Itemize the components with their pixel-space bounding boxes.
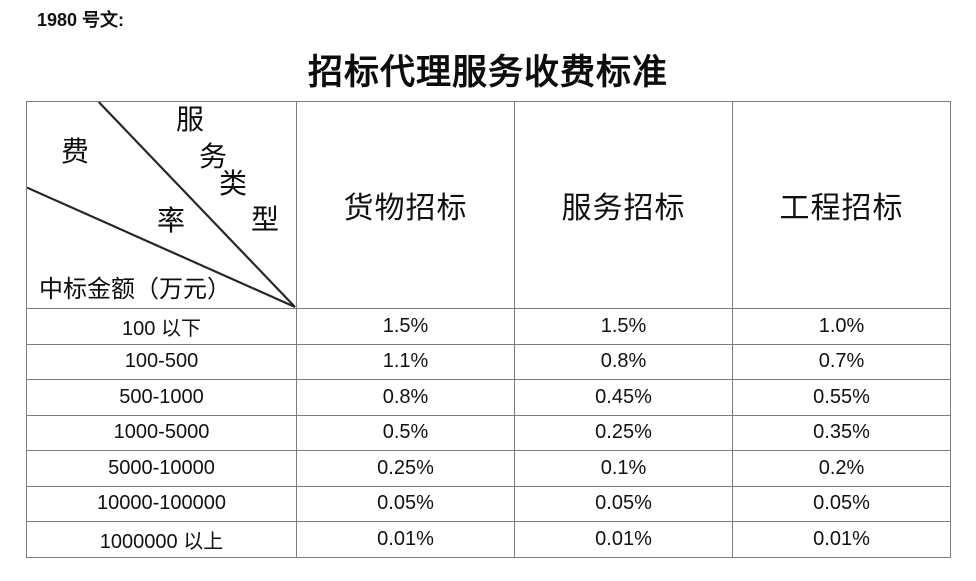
amount-range: 1000-5000 [26,414,297,451]
diagonal-corner-cell: 服 费 务 类 率 型 中标金额（万元） [26,101,297,309]
service-rate: 0.8% [514,343,733,380]
goods-rate: 1.5% [296,308,515,345]
engineering-rate: 0.2% [732,450,951,487]
service-rate: 0.01% [514,521,733,558]
table-row: 5000-10000 0.25% 0.1% 0.2% [26,450,951,487]
corner-fee-char: 费 [61,137,90,168]
service-rate: 0.45% [514,379,733,416]
amount-range: 100 以下 [26,308,297,345]
goods-rate: 0.05% [296,485,515,522]
goods-rate: 1.1% [296,343,515,380]
engineering-rate: 0.55% [732,379,951,416]
corner-amount-axis-label: 中标金额（万元） [39,277,231,303]
service-rate: 1.5% [514,308,733,345]
engineering-rate: 0.05% [732,485,951,522]
page-title: 招标代理服务收费标准 [307,53,668,92]
document-number-label: 1980 号文: [37,10,125,30]
table-header-row: 服 费 务 类 率 型 中标金额（万元） 货物招标 服务招标 工程招标 [26,101,951,309]
table-row: 1000000 以上 0.01% 0.01% 0.01% [26,521,951,558]
engineering-rate: 0.01% [732,521,951,558]
fee-standard-table: 服 费 务 类 率 型 中标金额（万元） 货物招标 服务招标 工程招标 100 … [26,101,951,558]
column-header-goods: 货物招标 [296,101,515,309]
amount-range: 10000-100000 [26,485,297,522]
amount-range: 500-1000 [26,379,297,416]
table-row: 10000-100000 0.05% 0.05% 0.05% [26,485,951,522]
goods-rate: 0.5% [296,414,515,451]
diagonal-lines [27,102,296,308]
column-header-service: 服务招标 [514,101,733,309]
table-row: 500-1000 0.8% 0.45% 0.55% [26,379,951,416]
table-row: 1000-5000 0.5% 0.25% 0.35% [26,414,951,451]
engineering-rate: 1.0% [732,308,951,345]
corner-service-type-char: 型 [251,205,280,236]
amount-range: 1000000 以上 [26,521,297,558]
column-header-engineering: 工程招标 [732,101,951,309]
corner-service-type-char: 服 [176,105,205,136]
table-row: 100 以下 1.5% 1.5% 1.0% [26,308,951,345]
title-container: 招标代理服务收费标准 [26,44,950,95]
goods-rate: 0.8% [296,379,515,416]
engineering-rate: 0.35% [732,414,951,451]
table-row: 100-500 1.1% 0.8% 0.7% [26,343,951,380]
corner-fee-char: 率 [157,206,186,237]
service-rate: 0.05% [514,485,733,522]
amount-range: 100-500 [26,343,297,380]
amount-range: 5000-10000 [26,450,297,487]
corner-service-type-char: 类 [219,169,248,200]
engineering-rate: 0.7% [732,343,951,380]
corner-service-type-char: 务 [199,142,228,173]
goods-rate: 0.01% [296,521,515,558]
service-rate: 0.1% [514,450,733,487]
goods-rate: 0.25% [296,450,515,487]
service-rate: 0.25% [514,414,733,451]
